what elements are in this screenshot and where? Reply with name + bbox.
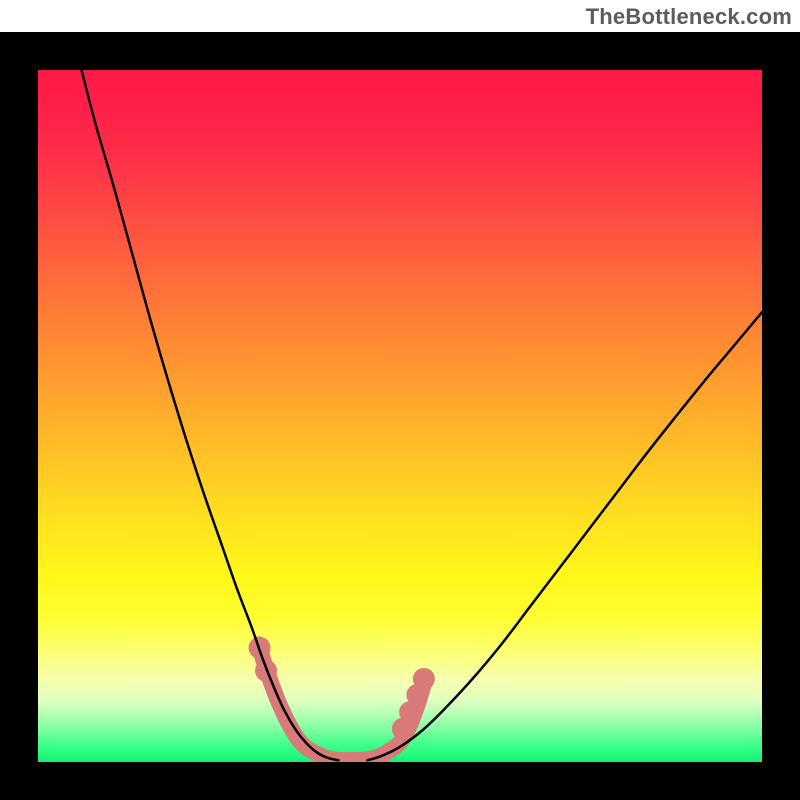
chart-frame-border <box>0 0 800 800</box>
chart-root: { "watermark": { "text": "TheBottleneck.… <box>0 0 800 800</box>
frame-edge <box>0 762 800 800</box>
watermark-text: TheBottleneck.com <box>586 4 792 30</box>
frame-edge <box>762 32 800 800</box>
frame-edge <box>0 32 38 800</box>
frame-edge <box>0 32 800 70</box>
